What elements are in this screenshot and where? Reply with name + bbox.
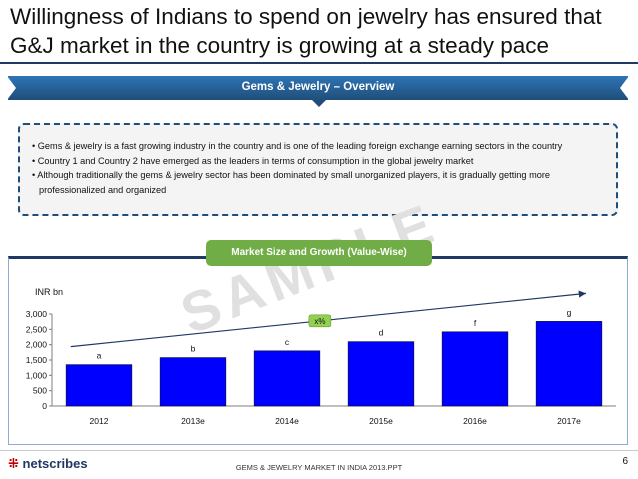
logo-text: netscribes: [22, 456, 88, 471]
data-label: f: [474, 318, 477, 328]
bar: [159, 357, 227, 407]
bar: [535, 321, 603, 407]
x-tick-label: 2012: [90, 416, 109, 426]
market-size-chart: 0 500 1,000 1,500 2,000 2,500 3,000 a 2012 b 2013e…: [26, 290, 616, 426]
x-tick-label: 2017e: [557, 416, 581, 426]
bullet-text: Country 1 and Country 2 have emerged as …: [37, 155, 474, 166]
x-tick-label: 2014e: [275, 416, 299, 426]
bullet-item: • Gems & jewelry is a fast growing indus…: [32, 141, 563, 151]
bar: [347, 341, 415, 407]
x-tick-label: 2016e: [463, 416, 487, 426]
y-tick-label: 2,000: [26, 340, 48, 350]
data-label: g: [567, 307, 572, 317]
down-arrow-icon: [312, 100, 326, 107]
overview-header-bar: Gems & Jewelry – Overview: [7, 76, 629, 100]
y-tick-label: 1,500: [26, 355, 48, 365]
slide-title: Willingness of Indians to spend on jewel…: [10, 4, 602, 58]
page-number: 6: [622, 456, 628, 467]
data-label: c: [285, 337, 290, 347]
bar: [253, 350, 321, 407]
data-label: a: [97, 351, 102, 361]
bullet-text: Although traditionally the gems & jewelr…: [37, 170, 550, 195]
overview-header: Gems & Jewelry – Overview: [241, 81, 395, 93]
y-unit-label: INR bn: [35, 287, 64, 297]
bar: [65, 364, 133, 407]
footer-caption: GEMS & JEWELRY MARKET IN INDIA 2013.PPT: [235, 463, 403, 472]
growth-badge: [308, 314, 332, 328]
y-tick-label: 1,000: [26, 370, 48, 380]
bullet-item: • Although traditionally the gems & jewe…: [32, 170, 550, 195]
notch-right: [620, 76, 629, 100]
y-tick-label: 3,000: [26, 309, 48, 319]
y-tick-label: 2,500: [26, 324, 48, 334]
bullet-item: • Country 1 and Country 2 have emerged a…: [32, 155, 474, 166]
data-label: b: [191, 344, 196, 354]
title-divider: [0, 62, 638, 64]
notch-left: [7, 76, 16, 100]
netscribes-logo: ⁜ netscribes: [8, 456, 88, 471]
x-tick-label: 2013e: [181, 416, 205, 426]
overview-bullets-box: • Gems & jewelry is a fast growing indus…: [18, 123, 618, 216]
bullet-text: Gems & jewelry is a fast growing industr…: [37, 141, 563, 151]
y-tick-label: 0: [42, 401, 47, 411]
y-tick-label: 500: [33, 386, 47, 396]
x-tick-label: 2015e: [369, 416, 393, 426]
chart-section-header: Market Size and Growth (Value-Wise): [206, 240, 432, 266]
bar: [441, 331, 509, 407]
footer-divider: [0, 450, 638, 451]
data-label: d: [379, 328, 384, 338]
growth-label: x%: [314, 317, 325, 326]
